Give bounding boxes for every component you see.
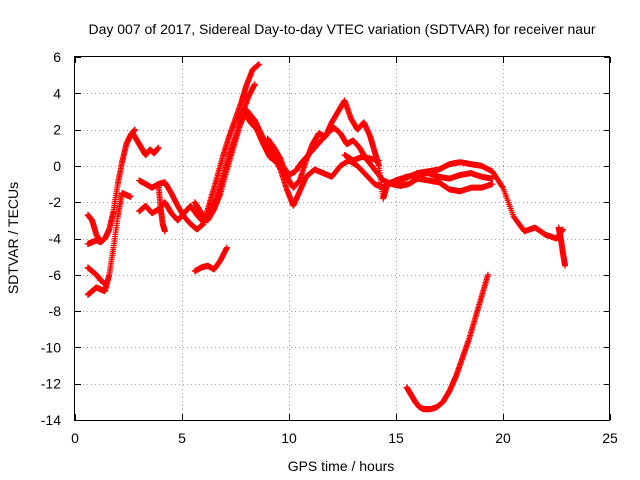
y-tick-label: 2	[53, 122, 61, 138]
axis-ticks	[75, 57, 611, 421]
data-point	[489, 175, 496, 182]
y-tick-label: -12	[41, 376, 61, 392]
x-tick-label: 0	[71, 430, 79, 446]
y-tick-labels: -14 -12 -10 -8 -6 -4 -2 0 2 4 6	[41, 49, 61, 428]
series-trace-16	[555, 224, 569, 269]
data-point	[251, 81, 258, 88]
data-point	[131, 126, 138, 133]
y-tick-label: -6	[49, 267, 62, 283]
x-tick-label: 15	[388, 430, 404, 446]
series-trace-10	[191, 244, 230, 275]
data-point	[562, 262, 569, 269]
series-trace-11	[191, 106, 566, 242]
data-point	[256, 61, 263, 68]
data-point	[499, 183, 506, 190]
series-trace-2	[84, 190, 134, 298]
x-axis-title: GPS time / hours	[288, 458, 395, 474]
data-point	[97, 239, 104, 246]
x-tick-label: 10	[281, 430, 297, 446]
plot-frame	[74, 56, 610, 421]
chart-title: Day 007 of 2017, Sidereal Day-to-day VTE…	[88, 21, 595, 37]
y-tick-label: -2	[49, 194, 62, 210]
y-tick-label: 6	[53, 49, 61, 65]
series-trace-3	[84, 211, 104, 246]
y-tick-label: -10	[41, 339, 61, 355]
y-tick-label: -4	[49, 231, 62, 247]
data-point	[127, 193, 134, 200]
grid	[75, 57, 610, 420]
x-tick-label: 20	[495, 430, 511, 446]
data-point	[223, 244, 230, 251]
y-tick-label: 4	[53, 85, 61, 101]
data-point	[101, 280, 108, 287]
data-point	[161, 228, 168, 235]
series-trace-15	[403, 271, 492, 413]
data-point	[485, 271, 492, 278]
y-tick-label: -8	[49, 303, 62, 319]
y-tick-label: 0	[53, 158, 61, 174]
series-trace-14	[341, 152, 382, 164]
y-axis-title: SDTVAR / TECUs	[5, 182, 21, 294]
series-trace-4	[84, 264, 108, 287]
y-tick-label: -14	[41, 412, 61, 428]
data-point	[155, 144, 162, 151]
x-tick-label: 5	[178, 430, 186, 446]
series-trace-9	[155, 181, 168, 235]
x-tick-labels: 0 5 10 15 20 25	[71, 430, 618, 446]
series-trace-13	[264, 97, 496, 202]
data-point	[375, 157, 382, 164]
data-point	[489, 181, 496, 188]
x-tick-label: 25	[602, 430, 618, 446]
data-marks	[84, 61, 569, 413]
series-trace-6	[142, 144, 162, 159]
